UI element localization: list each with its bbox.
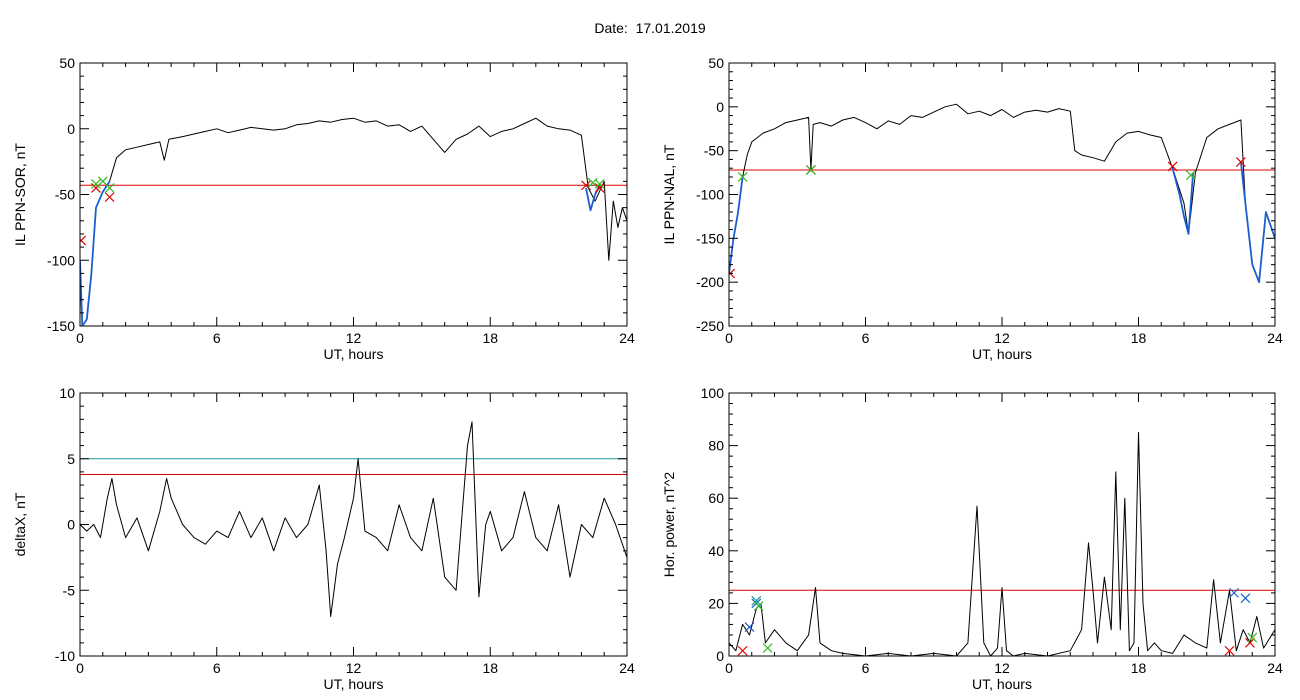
- x-tick-label: 12: [994, 660, 1010, 676]
- x-axis-label: UT, hours: [972, 346, 1032, 362]
- series-line: [729, 432, 1275, 656]
- x-tick-label: 0: [725, 660, 733, 676]
- y-tick-label: 0: [716, 99, 724, 115]
- x-tick-label: 12: [346, 330, 362, 346]
- marker-cross: [805, 165, 816, 175]
- y-tick-label: -50: [704, 143, 724, 159]
- series-line: [80, 421, 627, 617]
- y-tick-label: 100: [701, 385, 725, 401]
- series-line: [729, 103, 1275, 283]
- y-tick-label: -150: [47, 318, 75, 334]
- y-tick-label: 80: [708, 438, 724, 454]
- x-tick-label: 6: [862, 330, 870, 346]
- highlight-segment: [1240, 162, 1275, 284]
- x-tick-label: 0: [76, 330, 84, 346]
- series-line: [80, 117, 627, 326]
- y-axis-label: IL PPN-SOR, nT: [12, 143, 28, 246]
- marker-cross: [1229, 587, 1239, 598]
- y-tick-label: 60: [708, 490, 724, 506]
- chart-panel-nal: 0 6 12 18 24 -250 -200 -150 -100 -50 0 50 UT, hours I…: [661, 55, 1283, 362]
- marker-cross: [581, 180, 591, 191]
- x-tick-label: 12: [994, 330, 1010, 346]
- x-tick-label: 6: [213, 330, 221, 346]
- x-tick-label: 6: [213, 660, 221, 676]
- marker-cross: [762, 643, 773, 654]
- y-tick-label: -250: [696, 318, 724, 334]
- y-axis-label: IL PPN-NAL, nT: [661, 144, 677, 244]
- y-axis-label: Hor. power, nT^2: [661, 472, 677, 578]
- x-tick-label: 18: [1131, 330, 1147, 346]
- marker-cross: [594, 179, 605, 189]
- marker-cross: [737, 645, 748, 656]
- highlight-segment: [1171, 167, 1194, 235]
- y-tick-label: 10: [59, 385, 75, 401]
- marker-cross: [1185, 170, 1196, 181]
- x-tick-label: 6: [862, 660, 870, 676]
- y-tick-label: 50: [59, 55, 75, 71]
- x-tick-label: 24: [1267, 330, 1283, 346]
- y-tick-label: -100: [47, 252, 75, 268]
- x-axis-label: UT, hours: [972, 676, 1032, 692]
- marker-cross: [1167, 161, 1178, 172]
- x-tick-label: 18: [482, 330, 498, 346]
- x-tick-label: 24: [619, 330, 635, 346]
- marker-cross: [104, 183, 115, 193]
- x-tick-label: 0: [725, 330, 733, 346]
- y-tick-label: -200: [696, 274, 724, 290]
- marker-cross: [594, 183, 605, 193]
- y-tick-label: 5: [67, 451, 75, 467]
- x-axis-label: UT, hours: [324, 676, 384, 692]
- y-tick-label: 0: [67, 121, 75, 137]
- highlight-segment: [729, 176, 744, 274]
- x-tick-label: 12: [346, 660, 362, 676]
- marker-cross: [91, 179, 101, 189]
- highlight-segment: [80, 180, 111, 326]
- marker-cross: [1245, 637, 1255, 648]
- marker-cross: [753, 601, 764, 611]
- page-title: Date: 17.01.2019: [594, 20, 706, 36]
- plot-frame: [79, 62, 628, 327]
- y-tick-label: 20: [708, 595, 724, 611]
- marker-cross: [751, 595, 762, 606]
- marker-cross: [1235, 157, 1246, 167]
- x-tick-label: 0: [76, 660, 84, 676]
- y-axis-label: deltaX, nT: [12, 492, 28, 556]
- marker-cross: [1247, 632, 1258, 643]
- marker-cross: [737, 172, 748, 182]
- x-axis-label: UT, hours: [324, 346, 384, 362]
- y-tick-label: 40: [708, 543, 724, 559]
- y-tick-label: -100: [696, 187, 724, 203]
- y-tick-label: -5: [63, 582, 76, 598]
- chart-panel-horpower: 0 6 12 18 24 0 20 40 60 80 100 UT, hours Hor. power,…: [661, 385, 1283, 692]
- x-tick-label: 24: [619, 660, 635, 676]
- y-tick-label: -10: [55, 648, 75, 664]
- marker-cross: [1240, 593, 1251, 604]
- marker-cross: [80, 235, 87, 246]
- plot-frame: [79, 392, 628, 657]
- x-tick-label: 24: [1267, 660, 1283, 676]
- marker-cross: [1224, 645, 1235, 656]
- chart-panel-sor: 0 6 12 18 24 -150 -100 -50 0 50 UT, hours IL PPN-SO…: [12, 55, 635, 362]
- x-tick-label: 18: [482, 660, 498, 676]
- marker-cross: [104, 192, 115, 203]
- marker-cross: [744, 622, 755, 632]
- y-tick-label: -150: [696, 230, 724, 246]
- x-tick-label: 18: [1131, 660, 1147, 676]
- y-tick-label: 50: [708, 55, 724, 71]
- y-tick-label: 0: [716, 648, 724, 664]
- chart-panel-deltax: 0 6 12 18 24 -10 -5 0 5 10 UT, hours deltaX, nT: [12, 385, 635, 692]
- y-tick-label: -50: [55, 187, 75, 203]
- y-tick-label: 0: [67, 517, 75, 533]
